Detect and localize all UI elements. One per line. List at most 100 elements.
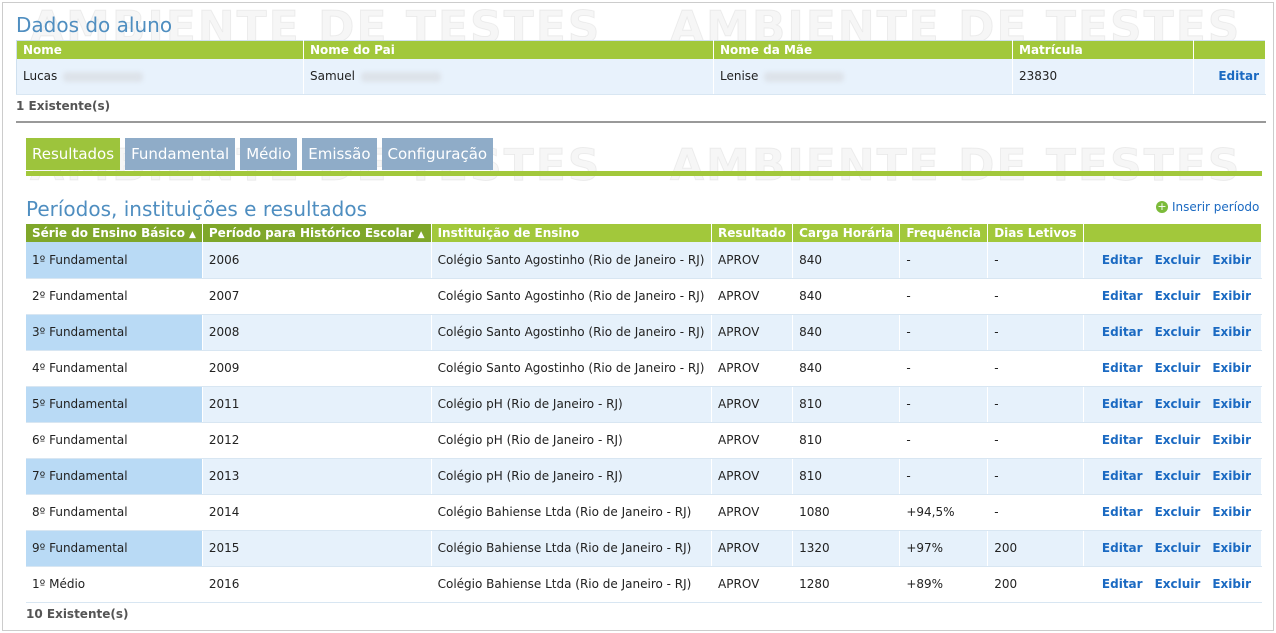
action-link[interactable]: Excluir xyxy=(1154,397,1201,411)
action-link[interactable]: Exibir xyxy=(1212,252,1251,267)
tab[interactable]: Configuração xyxy=(381,138,494,170)
period-row: 6º Fundamental 2012 Colégio pH (Rio de Jan… xyxy=(26,422,1263,459)
redacted xyxy=(360,71,441,82)
column-header: Nome da Mãe xyxy=(713,40,1013,59)
cell: 2007 xyxy=(202,278,432,315)
redacted xyxy=(764,71,845,82)
student-row: Lucas Samuel Lenise 23830 Editar xyxy=(16,58,1266,95)
cell: 9º Fundamental xyxy=(26,530,203,567)
action-link[interactable]: Editar xyxy=(1101,433,1143,447)
column-header[interactable]: Período para Histórico Escolar ▲ xyxy=(202,224,432,242)
header-row: Série do Ensino Básico ▲ Período para Hist… xyxy=(26,224,1263,242)
cell: 810 xyxy=(792,386,901,423)
column-header: Instituição de Ensino xyxy=(431,224,713,242)
cell: Colégio Santo Agostinho (Rio de Janeiro … xyxy=(431,314,713,351)
action-link[interactable]: Editar xyxy=(1101,252,1143,267)
sort-arrow: ▲ xyxy=(188,230,196,240)
action-link[interactable]: Excluir xyxy=(1154,325,1201,339)
header-text: Série do Ensino Básico xyxy=(32,226,185,240)
action-link[interactable]: Excluir xyxy=(1154,433,1201,447)
cell: +97% xyxy=(899,530,989,567)
column-header[interactable]: Série do Ensino Básico ▲ xyxy=(26,224,203,242)
header-row: Nome Nome do Pai Nome da Mãe Matrícula xyxy=(16,40,1266,59)
column-header: Dias Letivos xyxy=(987,224,1084,242)
action-link[interactable]: Excluir xyxy=(1154,252,1201,267)
insert-period[interactable]: + Inserir período xyxy=(1156,200,1259,214)
cell-text: 23830 xyxy=(1019,69,1058,84)
cell: 810 xyxy=(792,422,901,459)
cell: 1080 xyxy=(792,494,901,531)
column-header: Nome do Pai xyxy=(303,40,714,59)
actions: Editar Excluir Exibir xyxy=(1083,242,1263,279)
action-link[interactable]: Excluir xyxy=(1154,505,1201,519)
action-link[interactable]: Excluir xyxy=(1154,469,1201,483)
cell: 2012 xyxy=(202,422,432,459)
period-row: 8º Fundamental 2014 Colégio Bahiense Ltda … xyxy=(26,494,1263,531)
cell: 23830 xyxy=(1012,58,1194,95)
action-link[interactable]: Editar xyxy=(1101,397,1143,411)
cell: APROV xyxy=(711,494,794,531)
cell: - xyxy=(987,314,1084,351)
action-link[interactable]: Exibir xyxy=(1212,325,1251,339)
cell: Colégio pH (Rio de Janeiro - RJ) xyxy=(431,422,713,459)
periods-count: 10 Existente(s) xyxy=(26,607,129,621)
period-row: 2º Fundamental 2007 Colégio Santo Agostinh… xyxy=(26,278,1263,315)
column-header: Frequência xyxy=(899,224,989,242)
cell: 2013 xyxy=(202,458,432,495)
action-link[interactable]: Excluir xyxy=(1154,289,1201,303)
tab[interactable]: Fundamental xyxy=(125,138,236,170)
cell-text: Samuel xyxy=(310,69,355,84)
tab[interactable]: Resultados xyxy=(26,138,121,170)
cell: 200 xyxy=(987,530,1084,567)
action-link[interactable]: Exibir xyxy=(1212,433,1251,447)
cell: - xyxy=(899,458,989,495)
action-link[interactable]: Exibir xyxy=(1212,289,1251,303)
actions: Editar Excluir Exibir xyxy=(1083,458,1263,495)
periods-title: Períodos, instituições e resultados xyxy=(26,197,368,221)
action-link[interactable]: Excluir xyxy=(1154,541,1201,555)
cell: +94,5% xyxy=(899,494,989,531)
header-text: Frequência xyxy=(906,226,981,240)
insert-label: Inserir período xyxy=(1172,200,1260,214)
cell: Colégio pH (Rio de Janeiro - RJ) xyxy=(431,458,713,495)
action-link[interactable]: Exibir xyxy=(1212,397,1251,411)
action-link[interactable]: Exibir xyxy=(1212,361,1251,375)
cell: 200 xyxy=(987,566,1084,603)
period-row: 9º Fundamental 2015 Colégio Bahiense Ltda … xyxy=(26,530,1263,567)
action-link[interactable]: Exibir xyxy=(1212,577,1251,591)
actions: Editar Excluir Exibir xyxy=(1083,350,1263,387)
action-link[interactable]: Editar xyxy=(1101,541,1143,555)
actions: Editar Excluir Exibir xyxy=(1083,314,1263,351)
column-header: Resultado xyxy=(711,224,794,242)
column-header: Matrícula xyxy=(1012,40,1194,59)
column-header xyxy=(1193,40,1266,59)
cell: 2016 xyxy=(202,566,432,603)
cell: 1280 xyxy=(792,566,901,603)
cell: 2008 xyxy=(202,314,432,351)
period-row: 7º Fundamental 2013 Colégio pH (Rio de Jan… xyxy=(26,458,1263,495)
period-row: 5º Fundamental 2011 Colégio pH (Rio de Jan… xyxy=(26,386,1263,423)
header-text: Período para Histórico Escolar xyxy=(208,226,414,240)
action-link[interactable]: Editar xyxy=(1101,361,1143,375)
action-link[interactable]: Exibir xyxy=(1212,541,1251,555)
action-link[interactable]: Editar xyxy=(1101,325,1143,339)
tab[interactable]: Emissão xyxy=(302,138,377,170)
period-row: 1º Médio 2016 Colégio Bahiense Ltda (Rio d… xyxy=(26,566,1263,603)
action-link[interactable]: Exibir xyxy=(1212,469,1251,483)
cell: Colégio Santo Agostinho (Rio de Janeiro … xyxy=(431,278,713,315)
actions: Editar Excluir Exibir xyxy=(1083,566,1263,603)
tab[interactable]: Médio xyxy=(240,138,298,170)
action-link[interactable]: Excluir xyxy=(1154,577,1201,591)
cell: - xyxy=(987,278,1084,315)
action-link[interactable]: Exibir xyxy=(1212,505,1251,519)
action-link[interactable]: Excluir xyxy=(1154,361,1201,375)
action-link[interactable]: Editar xyxy=(1101,505,1143,519)
action-link[interactable]: Editar xyxy=(1101,469,1143,483)
action-link[interactable]: Editar xyxy=(1101,577,1143,591)
action-link[interactable]: Editar xyxy=(1101,289,1143,303)
cell: APROV xyxy=(711,530,794,567)
cell: Colégio Santo Agostinho (Rio de Janeiro … xyxy=(431,350,713,387)
edit-link[interactable]: Editar xyxy=(1218,69,1259,84)
